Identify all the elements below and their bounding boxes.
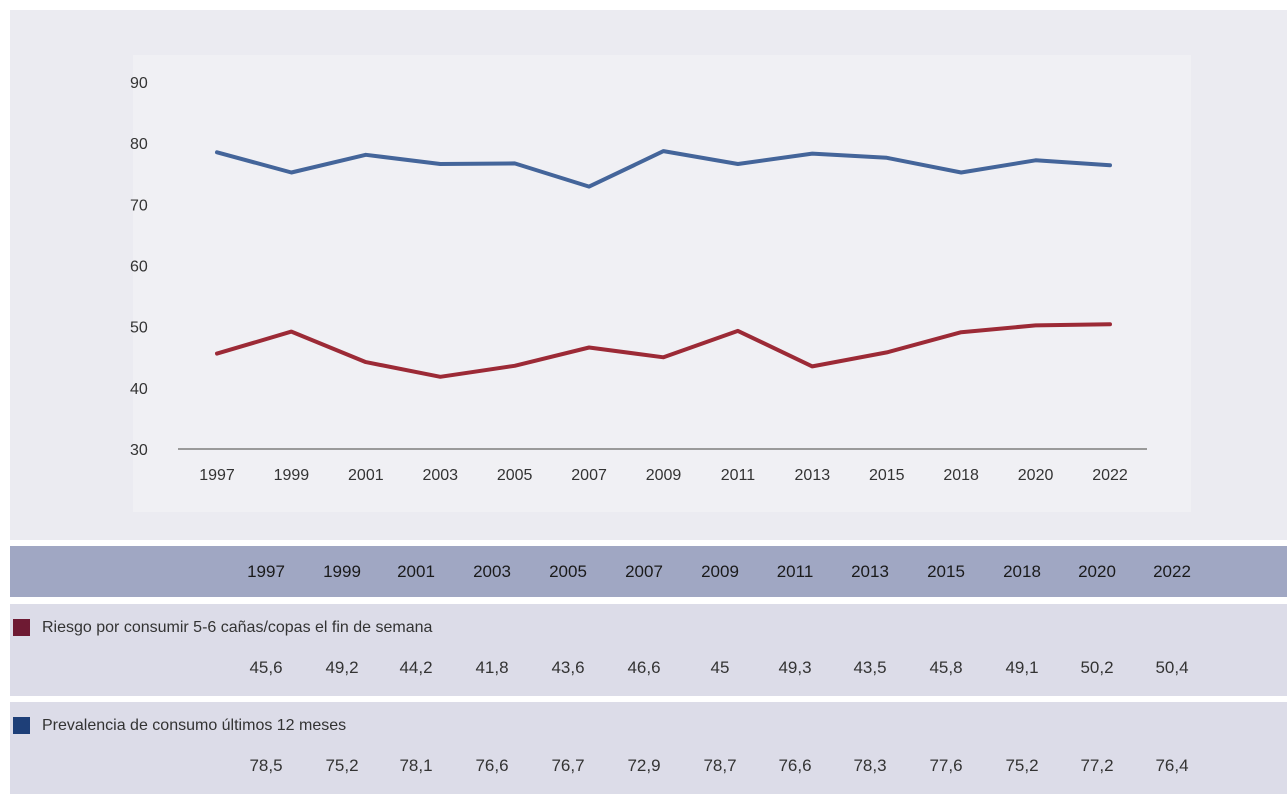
table-cell: 41,8 (475, 658, 509, 677)
table-cell: 76,6 (475, 756, 509, 775)
table-cell: 50,2 (1080, 658, 1114, 677)
table-cell: 75,2 (325, 756, 359, 775)
x-tick-label: 2020 (1018, 467, 1054, 484)
x-tick-label: 2001 (348, 467, 384, 484)
year-header: 2020 (1078, 562, 1116, 581)
legend-swatch-riesgo (13, 619, 30, 636)
plot-area (133, 55, 1191, 512)
year-header: 2022 (1153, 562, 1191, 581)
table-cell: 49,1 (1005, 658, 1039, 677)
table-cell: 45 (710, 658, 730, 677)
year-header: 2013 (851, 562, 889, 581)
x-tick-label: 1999 (274, 467, 310, 484)
year-header: 2007 (625, 562, 663, 581)
year-header: 2015 (927, 562, 965, 581)
table-cell: 72,9 (627, 756, 661, 775)
table-cell: 49,2 (325, 658, 359, 677)
table-row-riesgo: Riesgo por consumir 5-6 cañas/copas el f… (10, 604, 1287, 696)
x-tick-label: 2007 (571, 467, 607, 484)
table-cell: 49,3 (778, 658, 812, 677)
table-cell: 76,7 (551, 756, 585, 775)
y-tick-label: 50 (130, 320, 148, 337)
x-tick-label: 2015 (869, 467, 905, 484)
table-cell: 46,6 (627, 658, 661, 677)
series-line-prevalencia (215, 149, 1112, 189)
table-row-prevalencia: Prevalencia de consumo últimos 12 meses … (10, 702, 1287, 794)
year-header: 1999 (323, 562, 361, 581)
x-tick-label: 2022 (1092, 467, 1128, 484)
x-tick-label: 2018 (943, 467, 979, 484)
table-cell: 77,6 (929, 756, 963, 775)
year-header: 2003 (473, 562, 511, 581)
table-cell: 76,4 (1155, 756, 1189, 775)
legend-label-prevalencia: Prevalencia de consumo últimos 12 meses (42, 717, 347, 734)
line-chart: 30 40 50 60 70 80 90 1997 1999 2001 2003 2005 2007 20… (130, 75, 1147, 484)
table-cell: 45,8 (929, 658, 963, 677)
year-header: 2009 (701, 562, 739, 581)
series-line-riesgo (215, 322, 1112, 379)
table-cell: 44,2 (399, 658, 433, 677)
y-tick-label: 30 (130, 442, 148, 459)
table-cell: 78,7 (703, 756, 737, 775)
y-tick-label: 60 (130, 259, 148, 276)
table-cell: 43,6 (551, 658, 585, 677)
table-cell: 78,5 (249, 756, 283, 775)
table-cell: 50,4 (1155, 658, 1189, 677)
y-tick-label: 40 (130, 381, 148, 398)
y-tick-label: 90 (130, 75, 148, 92)
year-header: 2011 (776, 562, 814, 581)
year-header: 2005 (549, 562, 587, 581)
year-header: 1997 (247, 562, 285, 581)
x-tick-label: 2013 (795, 467, 831, 484)
table-cell: 43,5 (853, 658, 887, 677)
y-tick-label: 80 (130, 136, 148, 153)
y-tick-label: 70 (130, 197, 148, 214)
x-tick-label: 2005 (497, 467, 533, 484)
x-tick-label: 1997 (199, 467, 235, 484)
table-header-row: 1997 1999 2001 2003 2005 2007 2009 2011 … (10, 546, 1287, 597)
legend-label-riesgo: Riesgo por consumir 5-6 cañas/copas el f… (42, 619, 433, 636)
table-cell: 77,2 (1080, 756, 1114, 775)
x-tick-label: 2011 (721, 467, 756, 484)
table-cell: 45,6 (249, 658, 283, 677)
table-cell: 76,6 (778, 756, 812, 775)
chart-panel: 30 40 50 60 70 80 90 1997 1999 2001 2003 2005 2007 20… (10, 10, 1287, 540)
table-cell: 75,2 (1005, 756, 1039, 775)
table-cell: 78,3 (853, 756, 887, 775)
year-header: 2018 (1003, 562, 1041, 581)
year-header: 2001 (397, 562, 435, 581)
x-tick-label: 2009 (646, 467, 682, 484)
x-tick-label: 2003 (422, 467, 458, 484)
table-cell: 78,1 (399, 756, 433, 775)
legend-swatch-prevalencia (13, 717, 30, 734)
